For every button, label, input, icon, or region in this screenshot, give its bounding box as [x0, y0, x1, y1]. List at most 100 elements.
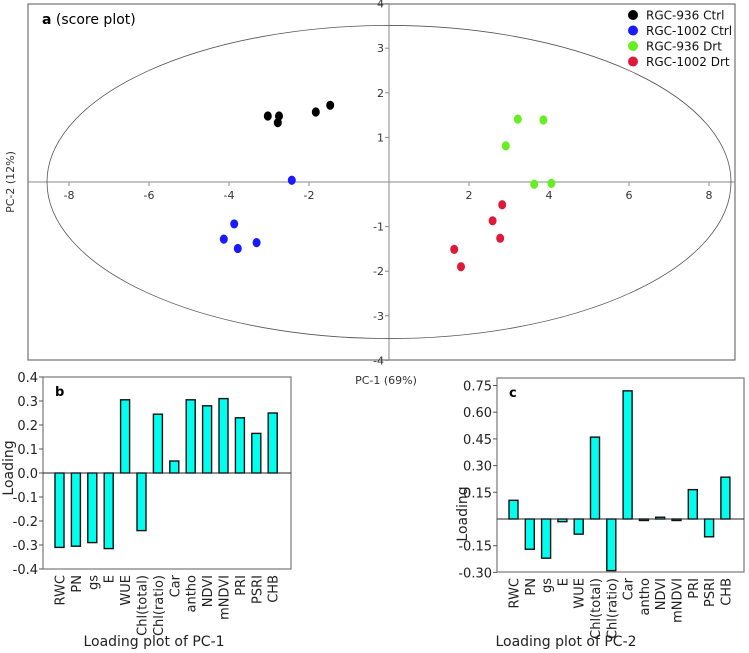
x-tick-label: -4 — [224, 189, 235, 202]
legend-label: RGC-1002 Ctrl — [646, 24, 732, 38]
legend-marker — [628, 10, 638, 20]
loading-bar — [251, 432, 262, 474]
y-tick-label: -0.15 — [458, 540, 492, 555]
loading-bar — [524, 518, 535, 550]
loading-bar — [589, 436, 601, 520]
y-tick-label: -4 — [373, 354, 384, 367]
category-label: NDVI — [201, 575, 216, 607]
loading-bar — [169, 460, 180, 474]
score-point — [287, 175, 296, 185]
loading-bar — [606, 518, 617, 572]
y-tick-label: -2 — [373, 265, 384, 278]
score-point — [450, 244, 459, 254]
category-label: PRI — [687, 578, 702, 599]
loading-bar — [152, 413, 164, 474]
category-label: PSRI — [703, 578, 718, 607]
y-tick-label: 0.3 — [17, 395, 38, 410]
y-tick-label: -0.1 — [13, 491, 38, 506]
loading-bar — [540, 518, 552, 559]
score-point — [530, 179, 539, 189]
confidence-ellipse — [46, 25, 732, 339]
y-tick-label: 0.60 — [463, 406, 492, 421]
category-label: Chl(ratio) — [605, 578, 620, 639]
y-tick-label: -0.2 — [13, 515, 38, 530]
loading-bar — [201, 405, 213, 474]
score-point — [488, 216, 497, 226]
loading-bar — [622, 390, 633, 520]
category-label: antho — [185, 575, 200, 613]
score-point — [233, 243, 242, 254]
legend-marker — [628, 56, 638, 67]
legend-label: RGC-936 Drt — [646, 40, 722, 54]
panel-label: c — [509, 386, 517, 401]
category-label: PN — [524, 578, 539, 596]
panel-label: b — [55, 385, 64, 400]
category-label: Chl(ratio) — [152, 575, 167, 636]
loading-bar — [54, 472, 65, 549]
y-tick-label: 3 — [377, 42, 384, 55]
category-label: Chl(total) — [136, 575, 151, 636]
category-label: E — [556, 578, 571, 586]
score-plot-panel: a (score plot) PC-1 (69%) PC-2 (12%) -8 -… — [4, 0, 736, 387]
loading-bar — [720, 476, 731, 520]
category-label: Chl(total) — [589, 578, 604, 639]
category-label: CHB — [267, 575, 282, 603]
score-point — [219, 234, 228, 244]
loading-bar — [218, 397, 229, 474]
score-point — [273, 118, 282, 128]
x-axis-label: PC-1 (69%) — [355, 374, 417, 387]
y-tick-label: 0.45 — [463, 433, 492, 448]
category-label: Car — [168, 574, 183, 597]
category-label: PRI — [234, 575, 249, 596]
y-tick-label: 0.30 — [463, 460, 492, 475]
category-label: PN — [70, 575, 85, 593]
y-tick-label: -0.30 — [458, 566, 492, 581]
score-point — [230, 219, 239, 229]
legend-marker — [628, 41, 638, 51]
score-point — [498, 200, 507, 210]
y-tick-label: -3 — [373, 310, 384, 323]
score-point — [263, 111, 272, 121]
score-point — [311, 107, 320, 117]
category-label: RWC — [508, 578, 523, 608]
panel-label-a: a (score plot) — [42, 12, 136, 28]
legend-label: RGC-1002 Drt — [646, 55, 730, 69]
y-axis-label: PC-2 (12%) — [4, 151, 17, 213]
loading-bar — [573, 518, 584, 535]
score-point — [252, 238, 261, 248]
score-point — [539, 115, 548, 125]
category-label: PSRI — [250, 575, 265, 604]
x-tick-label: 2 — [466, 189, 473, 202]
x-tick-label: 6 — [626, 189, 633, 202]
y-tick-label: 0.15 — [463, 486, 492, 501]
score-point — [547, 178, 556, 188]
y-tick-label: 0.2 — [17, 419, 38, 434]
loading-bar — [136, 472, 147, 532]
x-tick-label: -6 — [144, 189, 155, 202]
x-tick-label: -2 — [304, 189, 315, 202]
y-axis-label: Loading — [455, 486, 471, 541]
loading-bar — [185, 399, 196, 474]
y-tick-label: 0.4 — [17, 371, 38, 386]
x-tick-label: 4 — [546, 189, 553, 202]
category-label: antho — [638, 578, 653, 616]
y-tick-label: 4 — [377, 0, 384, 11]
y-tick-label: -0.3 — [13, 539, 38, 554]
category-label: Car — [622, 577, 637, 600]
category-label: mNDVI — [671, 578, 686, 623]
score-point — [326, 100, 335, 110]
y-tick-label: 0.0 — [17, 467, 38, 482]
category-label: CHB — [719, 578, 734, 606]
chart-title: Loading plot of PC-2 — [495, 634, 636, 650]
y-axis-label: Loading — [1, 440, 17, 495]
loading-bar — [687, 488, 698, 520]
category-label: WUE — [573, 578, 588, 609]
loading-bar — [103, 472, 114, 550]
pc1-loading-panel: b 0.4 0.3 0.2 0.1 0.0 -0.1 -0.2 -0.3 -0.4 Loading R… — [1, 371, 292, 650]
y-tick-label: -1 — [373, 221, 384, 234]
chart-title: Loading plot of PC-1 — [83, 634, 224, 650]
y-tick-label: 1 — [377, 131, 384, 144]
category-label: E — [103, 575, 118, 583]
category-label: WUE — [119, 575, 134, 606]
loading-bar — [234, 417, 246, 474]
